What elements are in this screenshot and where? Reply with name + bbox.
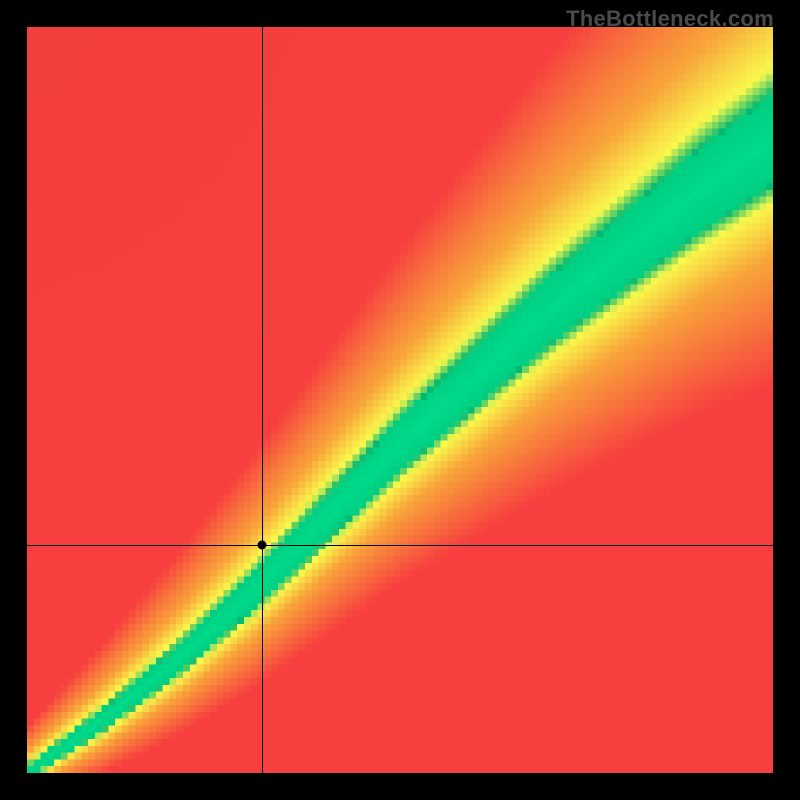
bottleneck-heatmap	[27, 27, 773, 773]
selection-marker[interactable]	[257, 541, 266, 550]
plot-area	[27, 27, 773, 773]
crosshair-horizontal	[27, 545, 773, 546]
watermark-text: TheBottleneck.com	[566, 6, 774, 32]
crosshair-vertical	[262, 27, 263, 773]
